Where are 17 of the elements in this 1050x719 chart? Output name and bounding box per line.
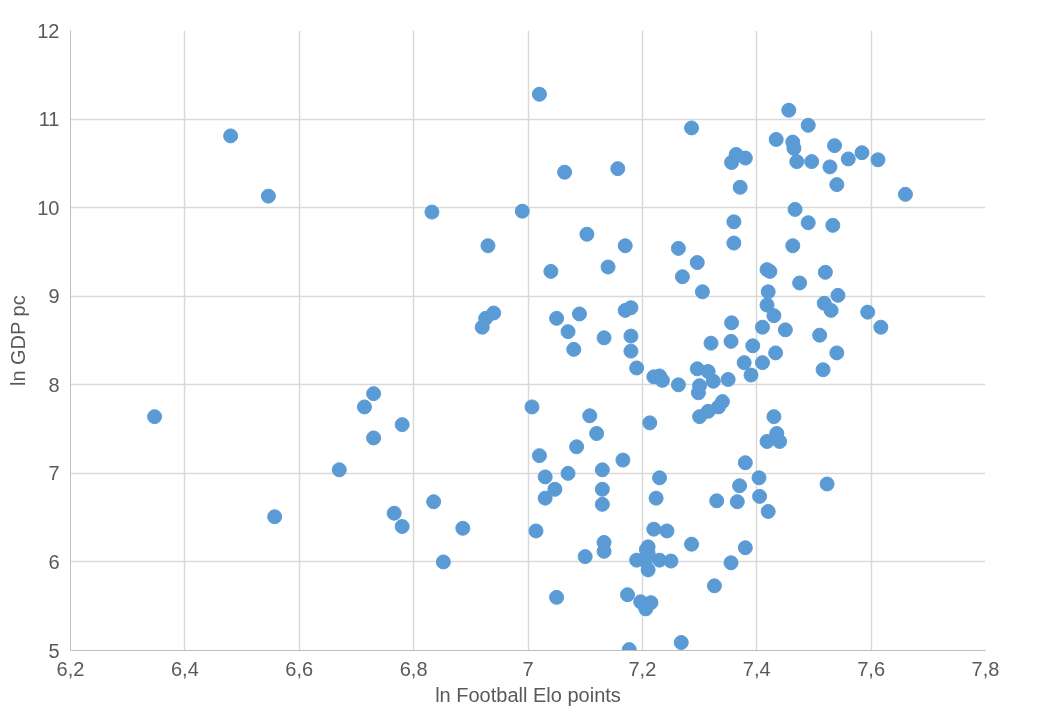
y-tick-label: 11: [38, 108, 60, 131]
x-tick-label: 7,6: [857, 657, 886, 680]
x-tick-label: 7,2: [628, 657, 657, 680]
x-tick-label: 7,4: [742, 657, 771, 680]
y-tick-label: 9: [48, 285, 60, 308]
x-tick-label: 6,6: [285, 657, 314, 680]
y-tick-label: 8: [48, 373, 60, 396]
y-tick-label: 10: [37, 196, 60, 219]
x-tick-label: 7,8: [971, 657, 1000, 680]
x-tick-label: 7: [522, 657, 534, 680]
x-tick-label: 6,4: [170, 657, 199, 680]
x-tick-label: 6,8: [399, 657, 428, 680]
y-tick-label: 7: [48, 462, 60, 485]
y-tick-label: 6: [48, 550, 60, 573]
y-axis-title: ln GDP pc: [7, 295, 30, 387]
x-axis-title: ln Football Elo points: [435, 683, 621, 706]
y-tick-label: 12: [37, 19, 60, 42]
